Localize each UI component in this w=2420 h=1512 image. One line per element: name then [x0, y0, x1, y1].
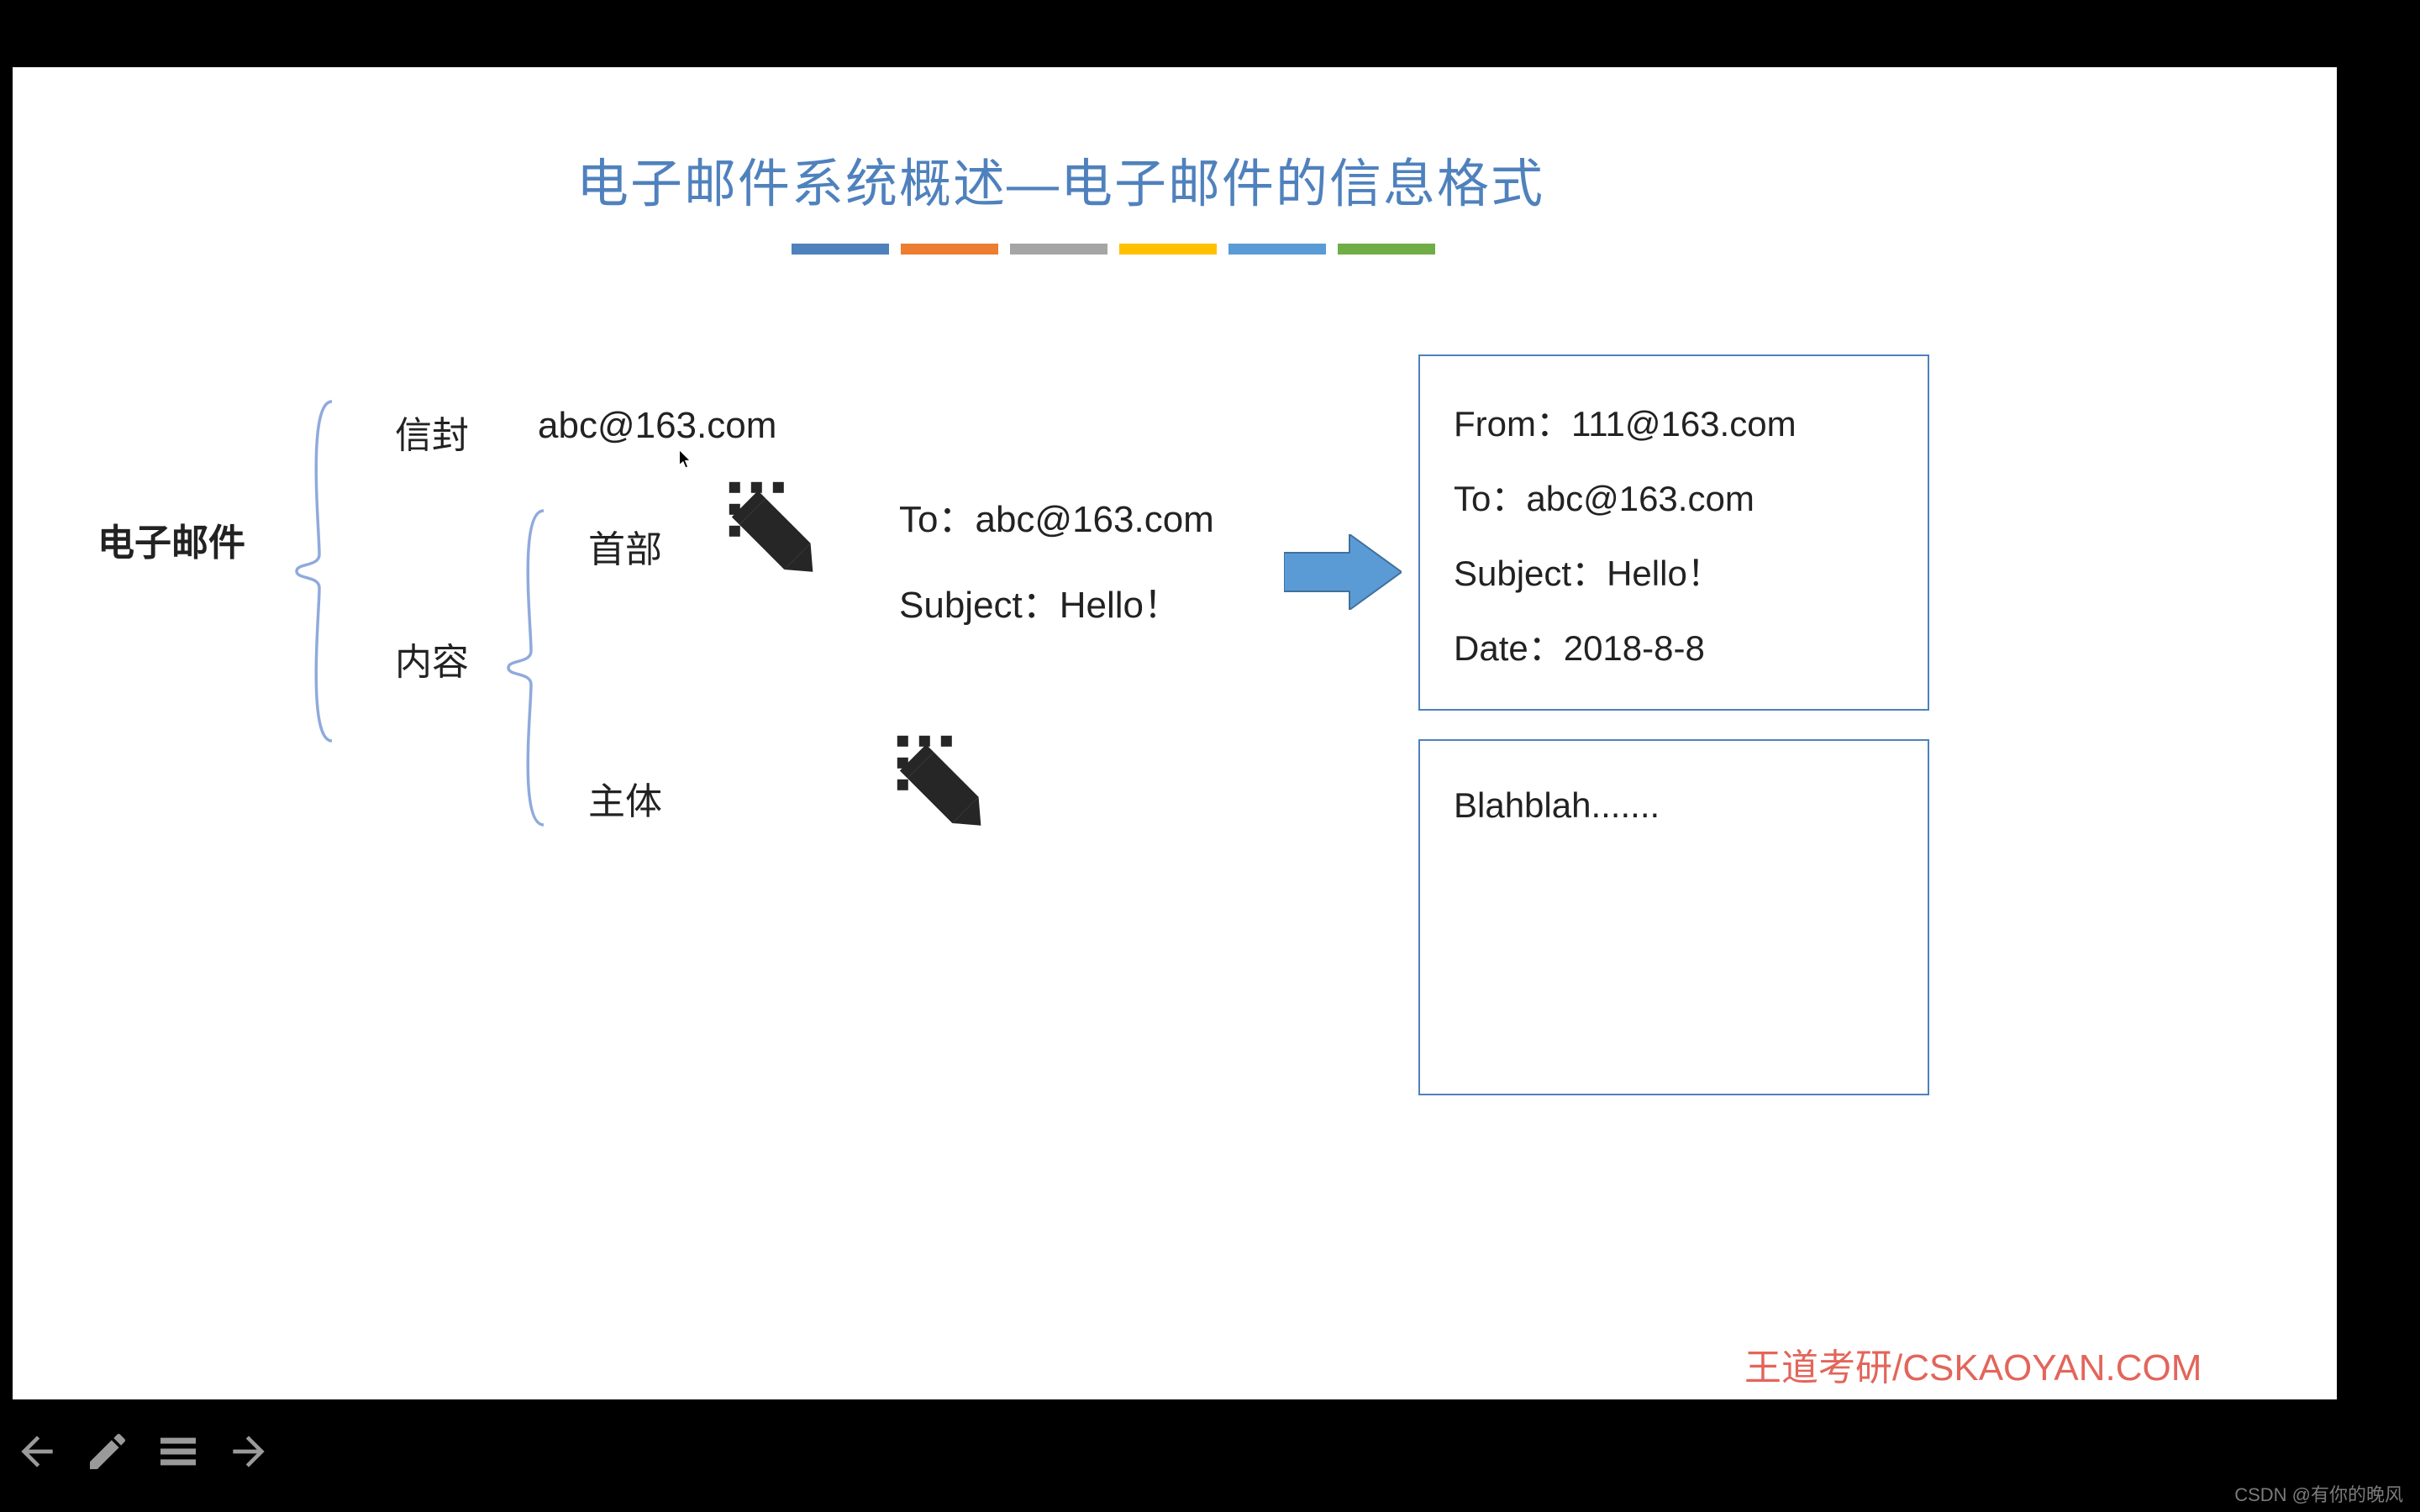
cursor-icon — [679, 450, 692, 469]
arrow-right-icon — [1284, 534, 1402, 610]
accent-chip — [792, 244, 889, 255]
accent-bar — [792, 244, 1435, 255]
tree-l1-envelope: 信封 — [395, 405, 469, 459]
tree-l2-header: 首部 — [588, 519, 662, 573]
tree-l2-body: 主体 — [588, 771, 662, 825]
bottom-toolbar — [13, 1428, 272, 1475]
accent-chip — [1338, 244, 1435, 255]
csdn-watermark: CSDN @有你的晚风 — [2234, 1480, 2403, 1507]
accent-chip — [901, 244, 998, 255]
header-box-subject: Subject：Hello！ — [1454, 536, 1894, 611]
watermark-topleft: 王道论坛 — [49, 109, 240, 176]
tree-l1-content: 内容 — [395, 632, 469, 685]
tree-root-label: 电子邮件 — [97, 512, 245, 566]
accent-chip — [1010, 244, 1107, 255]
brace-2 — [502, 504, 552, 832]
accent-chip — [1119, 244, 1217, 255]
slide-title: 电子邮件系统概述—电子邮件的信息格式 — [576, 141, 1544, 217]
body-box-text: Blahblah....... — [1454, 771, 1894, 840]
brace-1 — [290, 395, 340, 748]
pencil-icon — [723, 475, 823, 576]
envelope-address: abc@163.com — [538, 405, 776, 447]
body-box: Blahblah....... — [1418, 739, 1929, 1095]
arrow-right-icon[interactable] — [225, 1428, 272, 1475]
footer-brand: 王道考研/CSKAOYAN.COM — [1744, 1337, 2202, 1391]
pencil-icon — [891, 729, 992, 830]
header-box-from: From：111@163.com — [1454, 386, 1894, 461]
header-box-to: To：abc@163.com — [1454, 461, 1894, 536]
list-icon[interactable] — [155, 1428, 202, 1475]
header-subject-line: Subject：Hello！ — [899, 575, 1181, 628]
slide-area: 电子邮件系统概述—电子邮件的信息格式 电子邮件 信封 内容 abc@163.co… — [13, 67, 2337, 1399]
header-box: From：111@163.com To：abc@163.com Subject：… — [1418, 354, 1929, 711]
header-box-date: Date：2018-8-8 — [1454, 611, 1894, 685]
header-to-line: To：abc@163.com — [899, 489, 1214, 543]
edit-icon[interactable] — [84, 1428, 131, 1475]
arrow-left-icon[interactable] — [13, 1428, 60, 1475]
accent-chip — [1228, 244, 1326, 255]
